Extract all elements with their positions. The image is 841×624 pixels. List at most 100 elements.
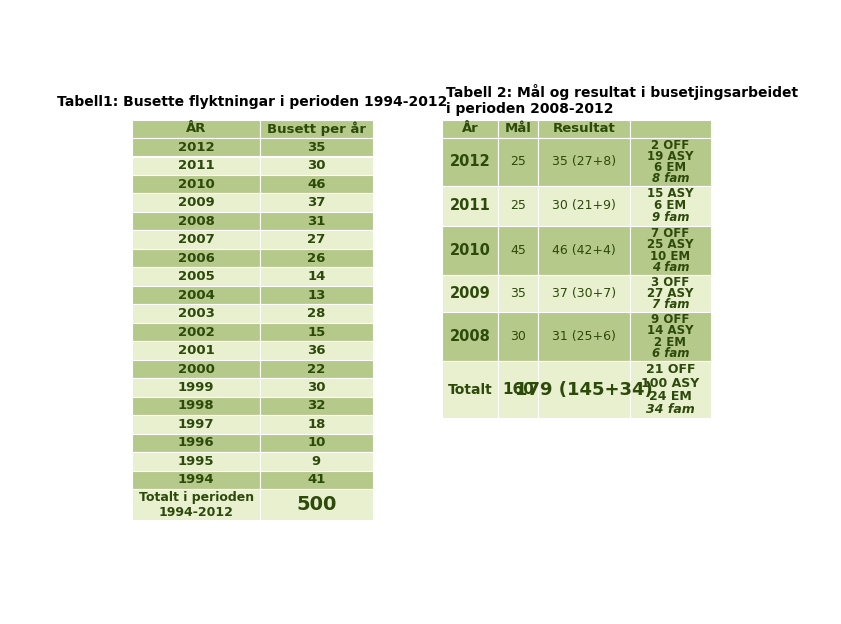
Bar bbox=[538, 361, 630, 418]
Text: 10 EM: 10 EM bbox=[650, 250, 690, 263]
Text: 31: 31 bbox=[307, 215, 325, 228]
Text: 2012: 2012 bbox=[450, 154, 490, 169]
Bar bbox=[630, 138, 711, 186]
Bar bbox=[260, 341, 373, 360]
Bar bbox=[132, 397, 260, 415]
Text: 31 (25+6): 31 (25+6) bbox=[553, 330, 616, 343]
Text: 2009: 2009 bbox=[450, 286, 490, 301]
Bar bbox=[132, 157, 260, 175]
Text: 1998: 1998 bbox=[178, 399, 214, 412]
Text: 2007: 2007 bbox=[177, 233, 214, 246]
Text: 28: 28 bbox=[307, 307, 325, 320]
Bar bbox=[538, 138, 630, 186]
Text: 2011: 2011 bbox=[178, 159, 214, 172]
Text: 160: 160 bbox=[502, 383, 534, 397]
Bar bbox=[442, 312, 498, 361]
Text: 14 ASY: 14 ASY bbox=[648, 324, 694, 338]
Bar bbox=[132, 120, 260, 138]
Bar bbox=[132, 175, 260, 193]
Bar bbox=[630, 275, 711, 312]
Bar bbox=[132, 138, 260, 157]
Text: 1994: 1994 bbox=[178, 474, 214, 486]
Text: 13: 13 bbox=[307, 288, 325, 301]
Text: 30: 30 bbox=[307, 159, 325, 172]
Bar bbox=[630, 361, 711, 418]
Text: 7 OFF: 7 OFF bbox=[652, 227, 690, 240]
Bar bbox=[260, 323, 373, 341]
Bar bbox=[132, 470, 260, 489]
Text: Resultat: Resultat bbox=[553, 122, 616, 135]
Text: 37 (30+7): 37 (30+7) bbox=[552, 287, 616, 300]
Text: 2006: 2006 bbox=[177, 251, 214, 265]
Text: 1996: 1996 bbox=[178, 436, 214, 449]
Bar bbox=[132, 249, 260, 267]
Text: 8 fam: 8 fam bbox=[652, 172, 690, 185]
Text: 6 fam: 6 fam bbox=[652, 348, 690, 361]
Bar bbox=[538, 186, 630, 226]
Text: 10: 10 bbox=[307, 436, 325, 449]
Text: 45: 45 bbox=[510, 244, 526, 257]
Bar bbox=[260, 397, 373, 415]
Bar bbox=[498, 186, 538, 226]
Text: 2002: 2002 bbox=[177, 326, 214, 339]
Bar bbox=[260, 175, 373, 193]
Bar bbox=[260, 378, 373, 397]
Bar bbox=[260, 267, 373, 286]
Text: 34 fam: 34 fam bbox=[646, 403, 695, 416]
Text: 2005: 2005 bbox=[177, 270, 214, 283]
Bar bbox=[132, 360, 260, 378]
Text: 36: 36 bbox=[307, 344, 325, 357]
Bar bbox=[442, 120, 498, 138]
Bar bbox=[260, 138, 373, 157]
Text: 35 (27+8): 35 (27+8) bbox=[552, 155, 616, 168]
Bar bbox=[132, 341, 260, 360]
Text: Mål: Mål bbox=[505, 122, 532, 135]
Text: 2011: 2011 bbox=[450, 198, 490, 213]
Text: 2004: 2004 bbox=[177, 288, 214, 301]
Text: 9 fam: 9 fam bbox=[652, 212, 690, 225]
Bar bbox=[538, 120, 630, 138]
Bar bbox=[132, 452, 260, 470]
Text: ÅR: ÅR bbox=[186, 122, 206, 135]
Text: 3 OFF: 3 OFF bbox=[652, 276, 690, 289]
Bar bbox=[132, 230, 260, 249]
Bar bbox=[498, 312, 538, 361]
Bar bbox=[260, 193, 373, 212]
Bar bbox=[132, 267, 260, 286]
Bar bbox=[498, 361, 538, 418]
Text: 46: 46 bbox=[307, 178, 325, 191]
Text: 30: 30 bbox=[307, 381, 325, 394]
Text: 2001: 2001 bbox=[177, 344, 214, 357]
Text: 25: 25 bbox=[510, 199, 526, 212]
Text: Tabell1: Busette flyktningar i perioden 1994-2012: Tabell1: Busette flyktningar i perioden … bbox=[57, 95, 447, 109]
Bar bbox=[498, 275, 538, 312]
Text: 2008: 2008 bbox=[177, 215, 214, 228]
Bar bbox=[260, 249, 373, 267]
Text: Totalt: Totalt bbox=[447, 383, 493, 397]
Text: 30: 30 bbox=[510, 330, 526, 343]
Bar bbox=[498, 138, 538, 186]
Text: 2010: 2010 bbox=[450, 243, 490, 258]
Text: 19 ASY: 19 ASY bbox=[648, 150, 694, 163]
Text: 2008: 2008 bbox=[450, 329, 490, 344]
Text: 1999: 1999 bbox=[178, 381, 214, 394]
Bar bbox=[132, 434, 260, 452]
Text: 30 (21+9): 30 (21+9) bbox=[553, 199, 616, 212]
Text: 14: 14 bbox=[307, 270, 325, 283]
Bar bbox=[538, 312, 630, 361]
Text: 21 OFF: 21 OFF bbox=[646, 363, 696, 376]
Text: 35: 35 bbox=[307, 141, 325, 154]
Bar bbox=[260, 434, 373, 452]
Bar bbox=[132, 415, 260, 434]
Bar bbox=[260, 212, 373, 230]
Text: 2009: 2009 bbox=[177, 196, 214, 209]
Text: 179 (145+34): 179 (145+34) bbox=[516, 381, 653, 399]
Bar bbox=[132, 489, 260, 520]
Bar bbox=[442, 226, 498, 275]
Text: 1995: 1995 bbox=[178, 455, 214, 468]
Text: 46 (42+4): 46 (42+4) bbox=[553, 244, 616, 257]
Bar bbox=[260, 489, 373, 520]
Text: 27: 27 bbox=[307, 233, 325, 246]
Bar bbox=[260, 286, 373, 305]
Text: 22: 22 bbox=[307, 363, 325, 376]
